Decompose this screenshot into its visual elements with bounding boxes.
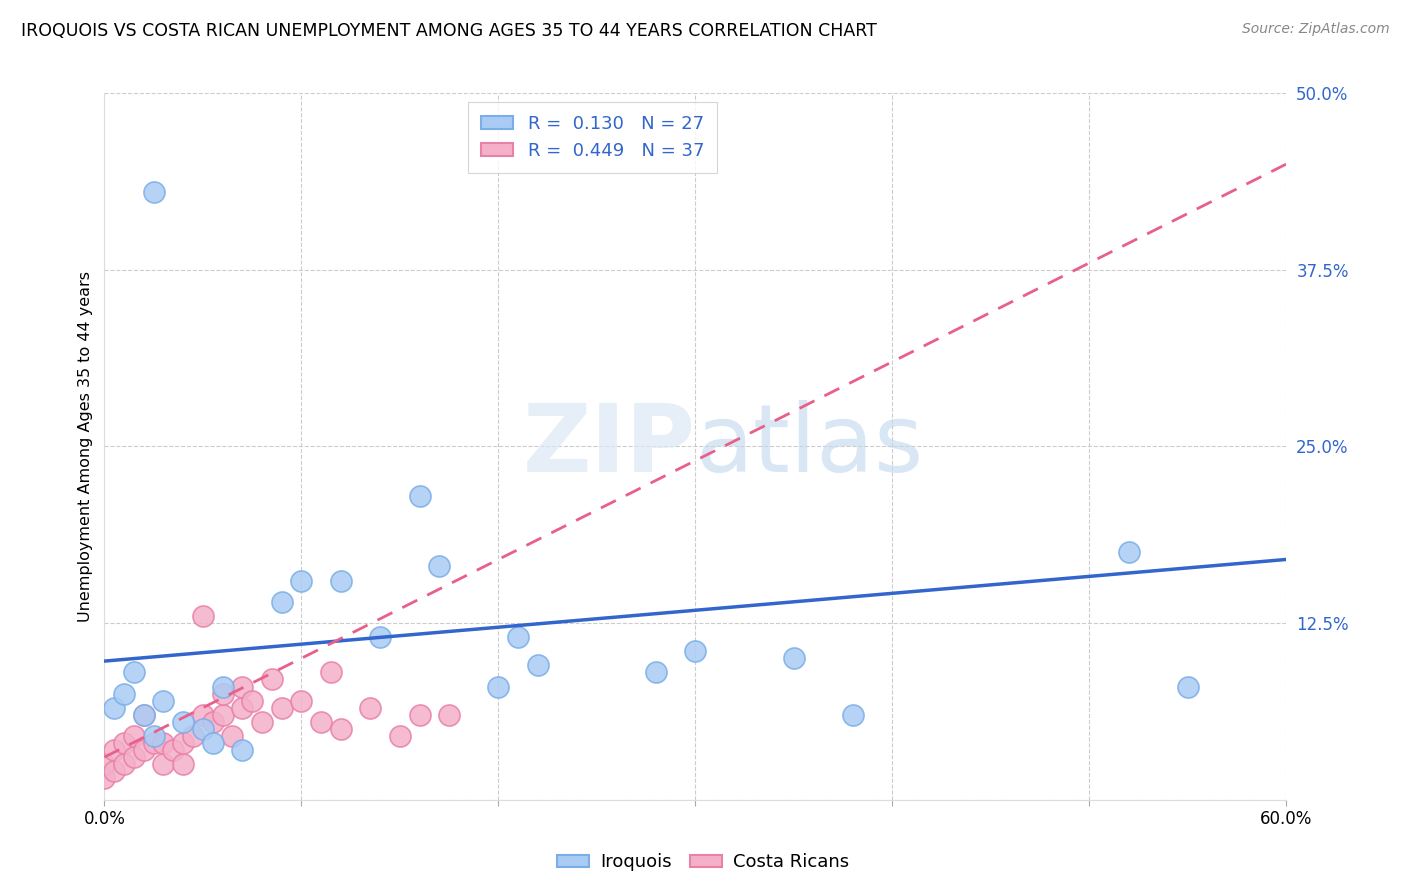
Text: Source: ZipAtlas.com: Source: ZipAtlas.com bbox=[1241, 22, 1389, 37]
Point bbox=[191, 722, 214, 736]
Point bbox=[645, 665, 668, 680]
Point bbox=[142, 736, 165, 750]
Point bbox=[152, 693, 174, 707]
Point bbox=[112, 687, 135, 701]
Point bbox=[142, 185, 165, 199]
Point bbox=[122, 750, 145, 764]
Point bbox=[191, 707, 214, 722]
Point bbox=[172, 757, 194, 772]
Text: atlas: atlas bbox=[696, 401, 924, 492]
Point bbox=[685, 644, 707, 658]
Point bbox=[290, 574, 312, 588]
Point bbox=[103, 743, 125, 757]
Point bbox=[260, 673, 283, 687]
Point bbox=[319, 665, 342, 680]
Point bbox=[172, 736, 194, 750]
Point bbox=[408, 489, 430, 503]
Point bbox=[162, 743, 184, 757]
Point bbox=[408, 707, 430, 722]
Point bbox=[427, 559, 450, 574]
Point bbox=[211, 680, 233, 694]
Point bbox=[112, 757, 135, 772]
Y-axis label: Unemployment Among Ages 35 to 44 years: Unemployment Among Ages 35 to 44 years bbox=[79, 271, 93, 622]
Point bbox=[152, 757, 174, 772]
Point bbox=[368, 630, 391, 644]
Point bbox=[191, 608, 214, 623]
Point bbox=[359, 700, 381, 714]
Text: IROQUOIS VS COSTA RICAN UNEMPLOYMENT AMONG AGES 35 TO 44 YEARS CORRELATION CHART: IROQUOIS VS COSTA RICAN UNEMPLOYMENT AMO… bbox=[21, 22, 877, 40]
Point bbox=[93, 772, 115, 786]
Point bbox=[122, 665, 145, 680]
Point bbox=[290, 693, 312, 707]
Point bbox=[250, 714, 273, 729]
Point bbox=[211, 707, 233, 722]
Point bbox=[132, 743, 155, 757]
Point bbox=[103, 764, 125, 779]
Point bbox=[388, 729, 411, 743]
Point bbox=[122, 729, 145, 743]
Legend: Iroquois, Costa Ricans: Iroquois, Costa Ricans bbox=[550, 847, 856, 879]
Point bbox=[508, 630, 530, 644]
Point bbox=[201, 714, 224, 729]
Point bbox=[527, 658, 550, 673]
Point bbox=[221, 729, 243, 743]
Text: ZIP: ZIP bbox=[523, 401, 696, 492]
Point bbox=[103, 700, 125, 714]
Point bbox=[1177, 680, 1199, 694]
Point bbox=[270, 700, 292, 714]
Point bbox=[329, 722, 352, 736]
Point bbox=[231, 700, 253, 714]
Point bbox=[211, 687, 233, 701]
Point bbox=[172, 714, 194, 729]
Point bbox=[231, 680, 253, 694]
Point bbox=[231, 743, 253, 757]
Point bbox=[181, 729, 204, 743]
Point bbox=[437, 707, 460, 722]
Point bbox=[270, 595, 292, 609]
Point bbox=[240, 693, 263, 707]
Point bbox=[142, 729, 165, 743]
Legend: R =  0.130   N = 27, R =  0.449   N = 37: R = 0.130 N = 27, R = 0.449 N = 37 bbox=[468, 103, 717, 173]
Point bbox=[93, 757, 115, 772]
Point bbox=[112, 736, 135, 750]
Point bbox=[201, 736, 224, 750]
Point bbox=[1118, 545, 1140, 559]
Point bbox=[329, 574, 352, 588]
Point bbox=[783, 651, 806, 665]
Point bbox=[486, 680, 509, 694]
Point bbox=[309, 714, 332, 729]
Point bbox=[842, 707, 865, 722]
Point bbox=[152, 736, 174, 750]
Point bbox=[132, 707, 155, 722]
Point bbox=[132, 707, 155, 722]
